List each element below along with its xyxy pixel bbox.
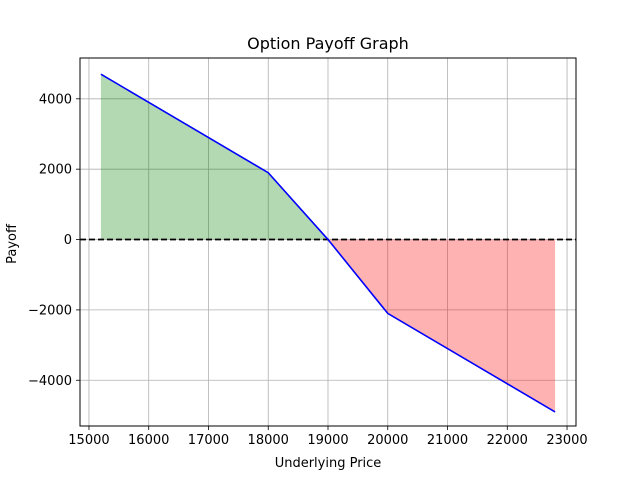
- chart-title: Option Payoff Graph: [247, 34, 409, 53]
- loss-fill-area: [328, 239, 556, 412]
- series-layer: [100, 73, 556, 413]
- payoff-line: [100, 73, 556, 413]
- x-tick-layer: 15000 16000 17000 18000 19000 20000 21000 22000…: [68, 426, 588, 448]
- y-tick-layer: −4000 −2000 0 2000 4000: [28, 92, 80, 389]
- x-tick-label: 22000: [487, 433, 528, 448]
- grid-layer: [80, 58, 576, 426]
- profit-fill-area: [100, 74, 328, 240]
- y-tick-label: −2000: [28, 303, 72, 318]
- x-tick-label: 23000: [546, 433, 587, 448]
- y-tick-label: −4000: [28, 374, 72, 389]
- x-tick-label: 16000: [128, 433, 169, 448]
- x-tick-label: 21000: [427, 433, 468, 448]
- y-tick-label: 2000: [39, 163, 72, 178]
- x-tick-label: 15000: [68, 433, 109, 448]
- y-tick-label: 4000: [39, 92, 72, 107]
- x-tick-label: 17000: [188, 433, 229, 448]
- y-axis-label: Payoff: [5, 223, 20, 264]
- fill-layer: [100, 74, 556, 412]
- x-tick-label: 18000: [248, 433, 289, 448]
- x-tick-label: 20000: [367, 433, 408, 448]
- x-axis-label: Underlying Price: [275, 456, 382, 471]
- y-tick-label: 0: [64, 233, 72, 248]
- x-tick-label: 19000: [307, 433, 348, 448]
